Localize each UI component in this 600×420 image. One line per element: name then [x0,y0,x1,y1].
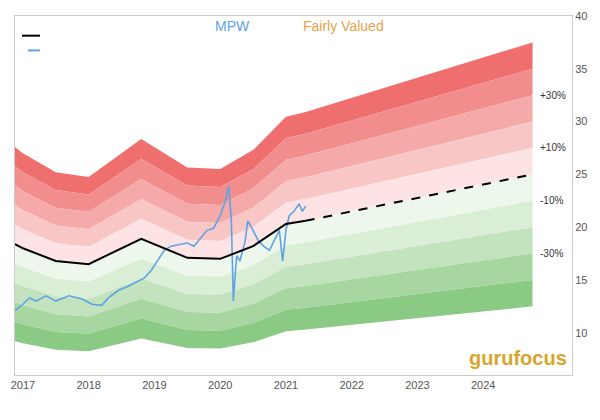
svg-text:2021: 2021 [274,379,298,391]
svg-text:2022: 2022 [339,379,363,391]
svg-text:Fairly Valued: Fairly Valued [303,18,384,34]
svg-text:2020: 2020 [208,379,232,391]
svg-text:2024: 2024 [471,379,495,391]
svg-text:2019: 2019 [142,379,166,391]
svg-text:gurufocus: gurufocus [469,347,567,369]
svg-text:2018: 2018 [76,379,100,391]
svg-text:10: 10 [575,327,587,339]
svg-text:20: 20 [575,221,587,233]
svg-text:35: 35 [575,63,587,75]
svg-text:30: 30 [575,115,587,127]
svg-text:25: 25 [575,168,587,180]
svg-text:15: 15 [575,274,587,286]
svg-text:MPW: MPW [215,18,250,34]
svg-text:+30%: +30% [540,90,566,101]
svg-text:40: 40 [575,10,587,22]
svg-text:-30%: -30% [540,248,563,259]
svg-text:2017: 2017 [11,379,35,391]
svg-text:-10%: -10% [540,195,563,206]
svg-text:+10%: +10% [540,142,566,153]
svg-text:2023: 2023 [405,379,429,391]
